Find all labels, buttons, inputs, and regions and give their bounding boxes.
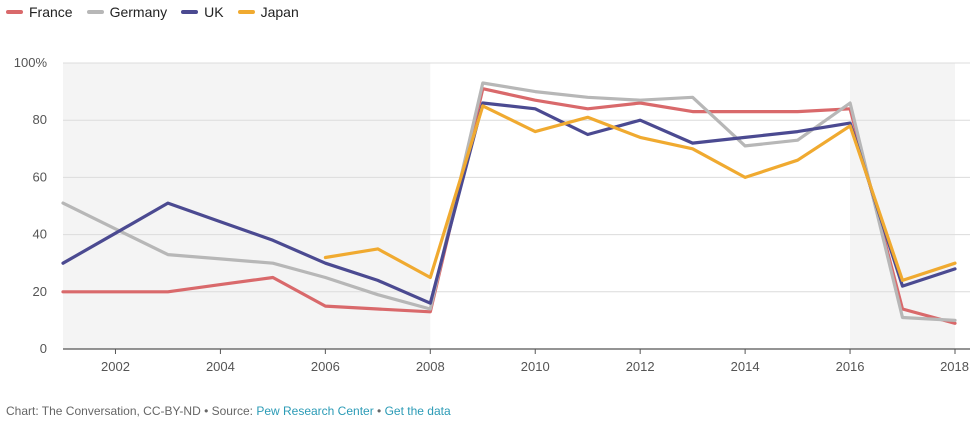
legend-swatch [181,10,199,14]
source-separator: • [373,404,385,418]
shaded-periods [63,63,955,349]
y-tick-label: 40 [33,227,47,242]
x-tick-label: 2016 [836,359,865,374]
x-tick-label: 2010 [521,359,550,374]
x-tick-label: 2014 [731,359,760,374]
legend-item-japan: Japan [237,4,299,20]
y-tick-label: 100% [14,55,48,70]
gridlines [63,62,970,350]
legend-swatch [237,10,255,14]
legend-item-france: France [6,4,73,20]
series-line-japan [323,104,957,282]
y-tick-label: 0 [40,341,47,356]
legend-item-germany: Germany [86,4,168,20]
x-tick-label: 2002 [101,359,130,374]
y-axis-ticks: 0 20 40 60 80 100% [14,55,48,356]
y-tick-label: 80 [33,112,47,127]
get-data-link[interactable]: Get the data [384,404,451,418]
legend-swatch [86,10,104,14]
legend-swatch [6,10,23,14]
series-line-uk [61,101,957,305]
x-axis-ticks: 2002 2004 2006 2008 2010 2012 2014 2016 2018 [101,349,969,374]
chart-source-credit: Chart: The Conversation, CC-BY-ND • Sour… [6,404,451,418]
y-tick-label: 20 [33,284,47,299]
series-line-france [61,87,957,325]
legend-label: France [29,4,73,20]
legend-label: UK [204,4,224,20]
x-tick-label: 2018 [940,359,969,374]
series-line-germany [61,81,957,322]
shaded-period-1 [850,63,955,349]
legend-label: Germany [109,4,168,20]
shaded-period-0 [63,63,431,349]
series-lines [61,81,957,325]
x-tick-label: 2012 [626,359,655,374]
x-tick-label: 2008 [416,359,445,374]
legend: France Germany UK Japan [6,2,299,22]
source-link[interactable]: Pew Research Center [256,404,374,418]
legend-item-uk: UK [181,4,224,20]
x-tick-label: 2004 [206,359,235,374]
y-tick-label: 60 [33,169,47,184]
source-credit-text: Chart: The Conversation, CC-BY-ND • Sour… [6,404,257,418]
x-tick-label: 2006 [311,359,340,374]
legend-label: Japan [260,4,299,20]
